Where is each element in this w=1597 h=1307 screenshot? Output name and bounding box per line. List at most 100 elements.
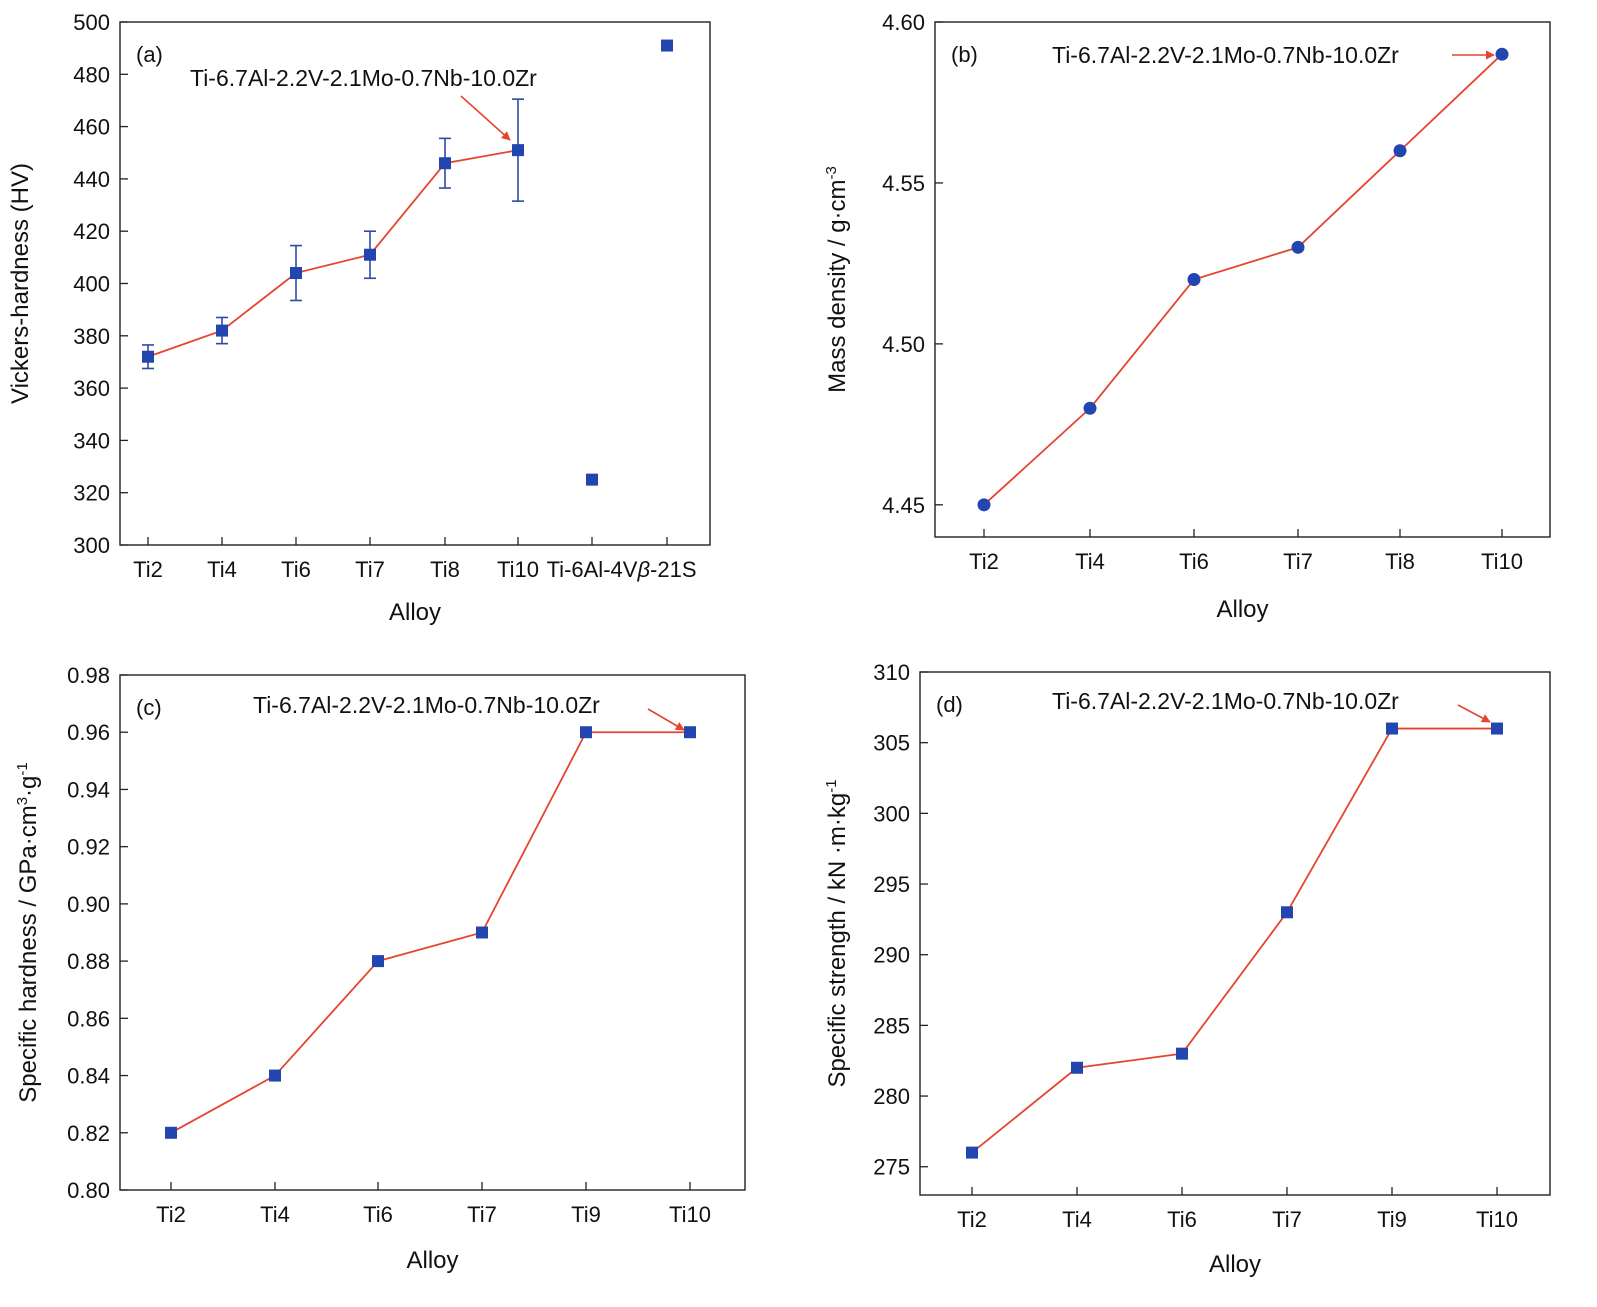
data-point	[977, 498, 991, 512]
panel-label: (b)	[951, 42, 978, 67]
y-tick-label: 0.96	[67, 720, 110, 745]
data-point	[364, 248, 376, 261]
y-tick-label: 0.84	[67, 1064, 110, 1089]
x-tick-label: Ti2	[156, 1202, 186, 1227]
x-tick-label: Ti10	[1476, 1207, 1518, 1232]
annotation-label: Ti-6.7Al-2.2V-2.1Mo-0.7Nb-10.0Zr	[1052, 688, 1399, 714]
series-line	[983, 53, 1503, 506]
panel-label: (a)	[136, 42, 163, 67]
data-point	[1393, 144, 1407, 158]
y-tick-label: 460	[73, 115, 110, 140]
x-tick-label: Ti7	[355, 557, 385, 582]
data-point	[1495, 47, 1509, 61]
y-tick-label: 0.92	[67, 835, 110, 860]
y-tick-label: 0.86	[67, 1006, 110, 1031]
y-axis-title: Mass density / g·cm-3	[823, 166, 851, 393]
x-tick-label: Ti10	[669, 1202, 711, 1227]
y-tick-label: 400	[73, 272, 110, 297]
data-point	[372, 955, 384, 968]
data-point	[476, 926, 488, 939]
y-tick-label: 295	[873, 872, 910, 897]
y-tick-label: 480	[73, 62, 110, 87]
x-tick-label: Ti6	[1179, 549, 1209, 574]
data-point	[586, 473, 598, 486]
x-tick-label: Ti6	[281, 557, 311, 582]
data-point	[661, 39, 673, 52]
data-point	[1281, 906, 1293, 919]
data-point	[966, 1146, 978, 1159]
x-axis-title: Alloy	[406, 1247, 458, 1274]
x-tick-label: Ti7	[467, 1202, 497, 1227]
y-tick-label: 0.90	[67, 892, 110, 917]
x-tick-label: Ti9	[571, 1202, 601, 1227]
y-tick-label: 340	[73, 428, 110, 453]
data-point	[439, 157, 451, 170]
y-tick-label: 4.55	[882, 171, 925, 196]
y-tick-label: 305	[873, 731, 910, 756]
panel-d: 275 280 285 290 295 300 305 310 Ti2 Ti4 Ti6 Ti7 Ti9 T…	[823, 660, 1551, 1278]
x-tick-label: Ti4	[1075, 549, 1105, 574]
data-point	[1187, 273, 1201, 286]
series-line	[971, 727, 1497, 1154]
data-point	[165, 1126, 177, 1139]
data-point	[1386, 722, 1398, 735]
x-tick-label: Ti2	[969, 549, 999, 574]
data-point	[1083, 401, 1097, 415]
y-tick-label: 275	[873, 1155, 910, 1180]
panel-label: (c)	[136, 695, 162, 720]
data-point	[512, 144, 524, 157]
annotation-arrow	[460, 95, 511, 141]
data-point	[684, 726, 696, 739]
y-tick-label: 4.50	[882, 332, 925, 357]
y-tick-label: 440	[73, 167, 110, 192]
data-point	[216, 324, 228, 337]
y-tick-label: 290	[873, 943, 910, 968]
y-tick-label: 300	[73, 533, 110, 558]
data-point	[269, 1069, 281, 1082]
x-tick-label: Ti10	[497, 557, 539, 582]
plot-frame	[919, 671, 1551, 1196]
y-tick-label: 310	[873, 660, 910, 685]
y-tick-label: 4.45	[882, 493, 925, 518]
data-point	[142, 350, 154, 363]
y-tick-label: 0.94	[67, 777, 110, 802]
x-tick-label: Ti8	[430, 557, 460, 582]
y-tick-label: 4.60	[882, 10, 925, 35]
data-point	[290, 267, 302, 280]
y-tick-label: 360	[73, 376, 110, 401]
x-tick-label: β-21S	[636, 557, 696, 582]
panel-label: (d)	[936, 692, 963, 717]
data-point	[1491, 722, 1503, 735]
annotation-label: Ti-6.7Al-2.2V-2.1Mo-0.7Nb-10.0Zr	[1052, 42, 1399, 68]
y-tick-label: 280	[873, 1084, 910, 1109]
annotation-label: Ti-6.7Al-2.2V-2.1Mo-0.7Nb-10.0Zr	[253, 692, 600, 718]
y-axis-title: Vickers-hardness (HV)	[7, 163, 34, 404]
y-tick-label: 420	[73, 219, 110, 244]
data-point	[1176, 1047, 1188, 1060]
data-point	[1291, 240, 1305, 254]
plot-frame	[119, 21, 711, 546]
panel-b: 4.45 4.50 4.55 4.60 Ti2 Ti4 Ti6 Ti7 Ti8 Ti10 Alloy…	[823, 10, 1551, 623]
y-tick-label: 300	[873, 801, 910, 826]
panel-c: 0.80 0.82 0.84 0.86 0.88 0.90 0.92 0.94 0.96 0.98…	[14, 663, 746, 1274]
x-tick-label: Ti7	[1272, 1207, 1302, 1232]
x-axis-title: Alloy	[389, 599, 441, 626]
x-tick-label: Ti-6Al-4V	[547, 557, 638, 582]
x-tick-label: Ti2	[957, 1207, 987, 1232]
y-tick-label: 0.98	[67, 663, 110, 688]
x-tick-label: Ti2	[133, 557, 163, 582]
plot-frame	[934, 21, 1551, 538]
y-tick-label: 0.80	[67, 1178, 110, 1203]
annotation-label: Ti-6.7Al-2.2V-2.1Mo-0.7Nb-10.0Zr	[190, 65, 537, 91]
series-line	[170, 731, 690, 1134]
x-tick-label: Ti6	[1167, 1207, 1197, 1232]
y-tick-label: 500	[73, 10, 110, 35]
y-tick-label: 0.88	[67, 949, 110, 974]
y-tick-label: 380	[73, 324, 110, 349]
series-line	[147, 149, 519, 358]
data-point	[1071, 1061, 1083, 1074]
data-point	[580, 726, 592, 739]
x-tick-label: Ti4	[1062, 1207, 1092, 1232]
x-tick-label: Ti7	[1283, 549, 1313, 574]
